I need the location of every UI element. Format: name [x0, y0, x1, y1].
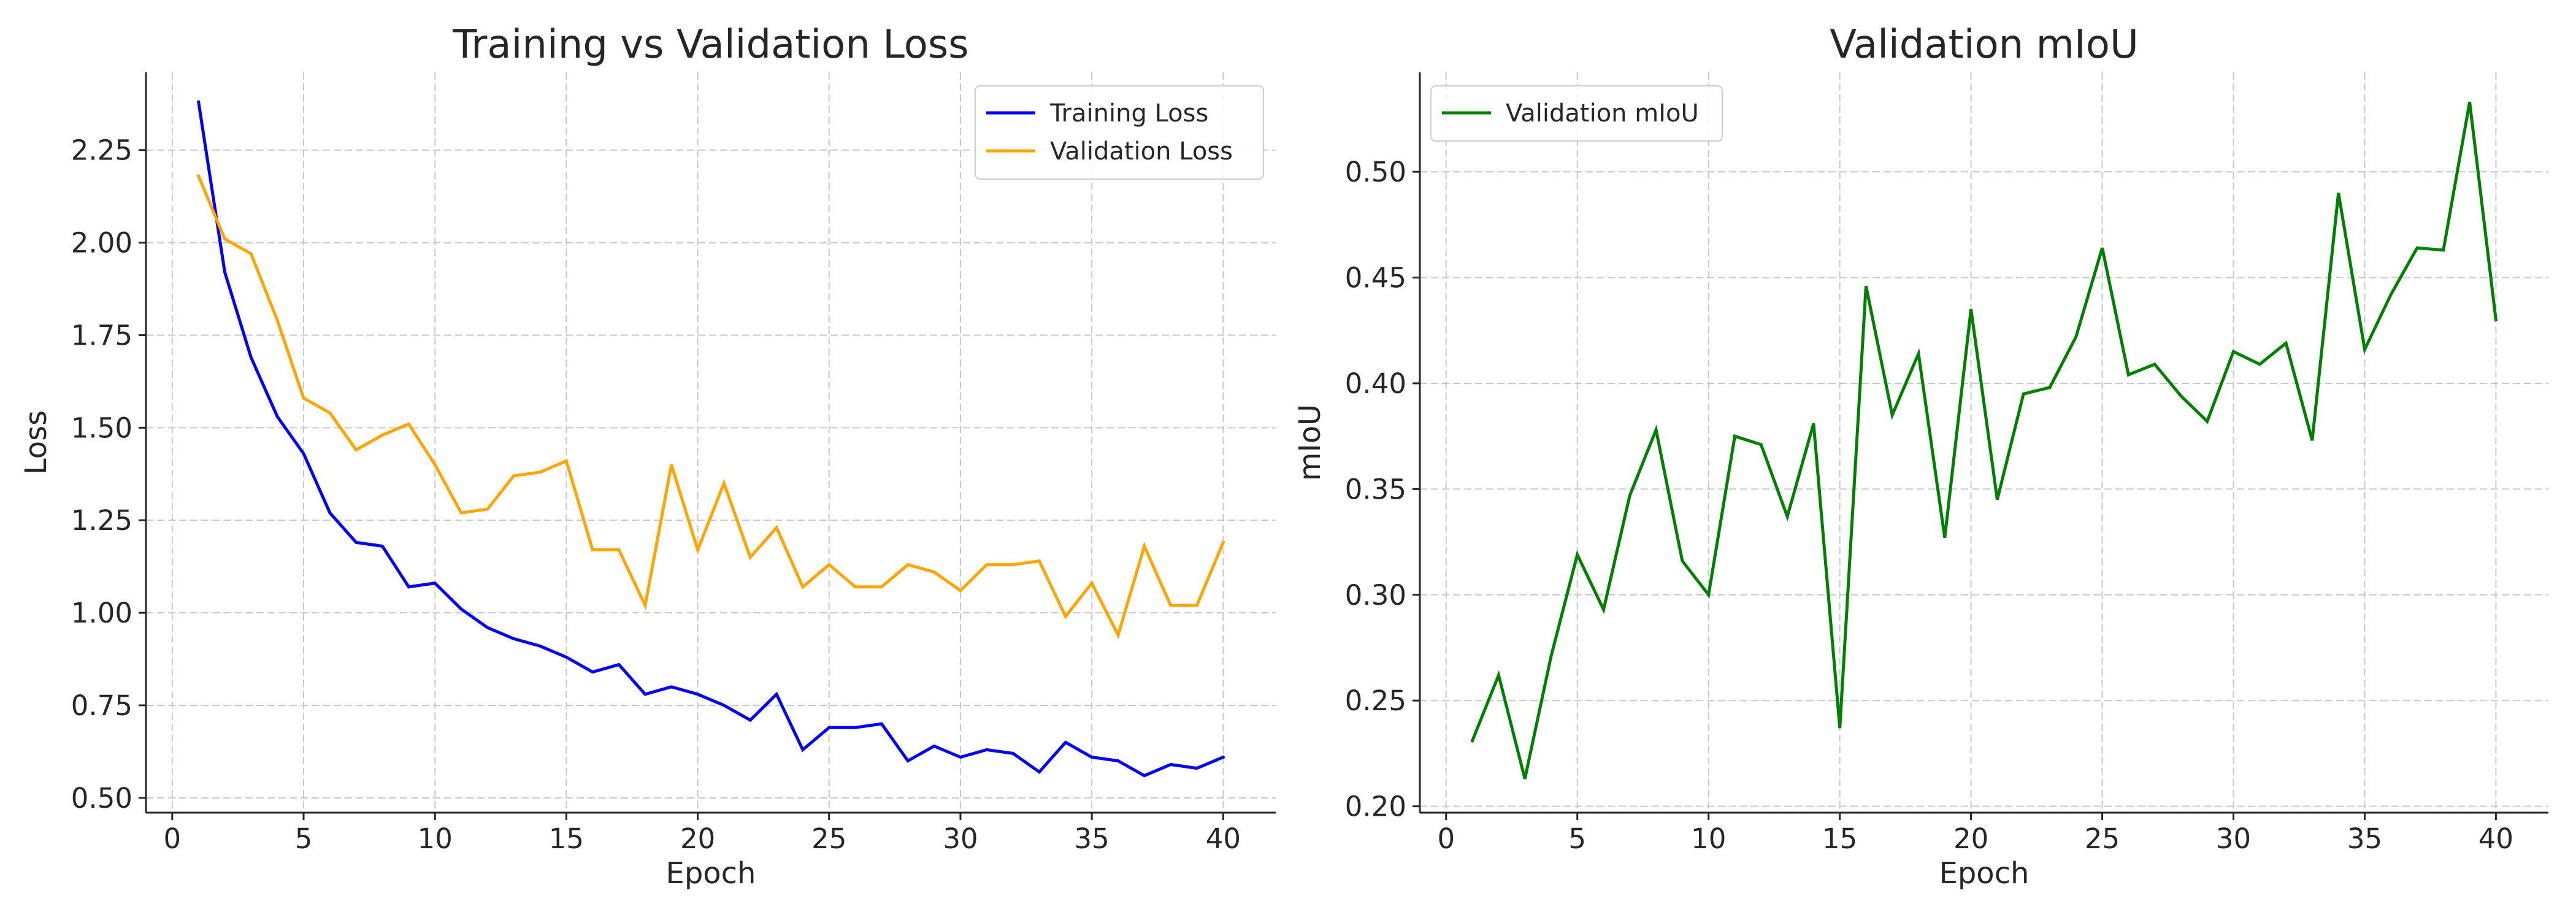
y-tick-label: 0.75	[71, 689, 132, 722]
x-tick-label: 30	[2216, 822, 2251, 855]
y-tick-label: 0.30	[1345, 579, 1406, 611]
y-axis-label: Loss	[19, 410, 53, 475]
x-tick-label: 0	[1437, 822, 1455, 855]
y-tick-label: 0.40	[1345, 367, 1406, 400]
x-tick-label: 10	[418, 822, 453, 855]
y-tick-label: 1.25	[71, 504, 132, 537]
series-line-validation-loss	[196, 174, 1225, 640]
y-tick-label: 0.35	[1345, 473, 1406, 505]
x-tick-label: 10	[1691, 822, 1726, 855]
chart-title: Validation mIoU	[1830, 22, 2139, 67]
x-tick-label: 35	[2347, 822, 2382, 855]
y-tick-label: 2.25	[71, 134, 132, 167]
x-axis-label: Epoch	[666, 856, 756, 891]
series-line-training-loss	[196, 100, 1225, 778]
series-line-validation-miou	[1470, 101, 2498, 780]
legend: Training Loss Validation Loss	[975, 85, 1264, 180]
x-tick-label: 5	[295, 822, 313, 855]
y-axis-label: mIoU	[1293, 404, 1327, 481]
y-tick-label: 0.50	[71, 782, 132, 815]
x-tick-label: 40	[1206, 822, 1241, 855]
chart-title: Training vs Validation Loss	[452, 22, 968, 67]
legend-label: Training Loss	[1049, 99, 1208, 128]
x-tick-label: 0	[164, 822, 182, 855]
x-tick-label: 40	[2478, 822, 2513, 855]
y-tick-label: 0.25	[1345, 684, 1406, 717]
y-tick-label: 0.50	[1345, 156, 1406, 188]
loss-chart-panel: 0 5 10 15 20 25 30 35 40 0.50 0.75 1.00 1.25 1.50 1.75…	[19, 22, 1276, 891]
legend-box	[1430, 85, 1723, 142]
miou-chart-panel: 0 5 10 15 20 25 30 35 40 0.20 0.25 0.30 0.35 0.40 0.45…	[1293, 22, 2548, 891]
legend-label: Validation Loss	[1050, 137, 1233, 166]
legend-label: Validation mIoU	[1506, 99, 1699, 128]
x-tick-label: 5	[1568, 822, 1586, 855]
x-tick-label: 25	[811, 822, 846, 855]
x-tick-label: 20	[1953, 822, 1988, 855]
x-tick-label: 30	[943, 822, 978, 855]
y-tick-label: 0.20	[1345, 791, 1406, 823]
legend-box	[975, 85, 1264, 180]
x-tick-label: 15	[549, 822, 584, 855]
y-tick-label: 0.45	[1345, 262, 1406, 294]
x-axis-label: Epoch	[1939, 856, 2030, 891]
legend: Validation mIoU	[1430, 85, 1723, 142]
y-tick-label: 1.50	[71, 412, 132, 444]
x-tick-label: 15	[1822, 822, 1857, 855]
y-tick-label: 1.00	[71, 597, 132, 629]
y-tick-label: 1.75	[71, 319, 132, 351]
y-tick-label: 2.00	[71, 227, 132, 259]
x-tick-label: 25	[2085, 822, 2120, 855]
x-tick-label: 20	[680, 822, 715, 855]
x-tick-label: 35	[1075, 822, 1110, 855]
